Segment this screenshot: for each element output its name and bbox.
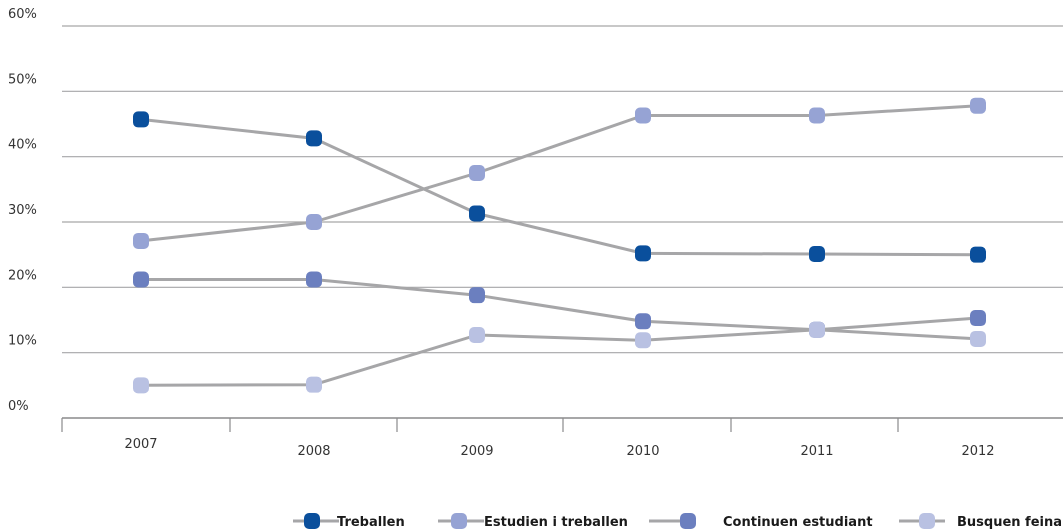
series-line-4 [140,328,979,387]
legend-label: Continuen estudiant [723,515,873,530]
data-point [635,332,651,349]
data-point [469,287,485,304]
legend-label: Busquen feina [957,515,1062,530]
series-group [133,97,986,394]
x-tick-label: 2012 [961,444,994,459]
series-line-3 [141,278,979,332]
data-point [133,232,149,249]
x-tick-label: 2010 [626,444,659,459]
data-point [133,111,149,128]
x-tick-label: 2008 [297,444,330,459]
data-point [809,246,825,263]
x-tick-label: 2009 [460,444,493,459]
data-point [970,246,986,263]
data-point [635,313,651,330]
data-point [133,377,149,394]
data-point [306,214,322,230]
data-point [970,330,986,347]
y-tick-label: 50% [8,72,37,87]
data-point [469,205,485,222]
series-line-2 [140,104,979,243]
legend: Treballen Estudien i treballen Continuen e… [293,513,1062,530]
legend-marker [680,513,696,529]
y-tick-label: 0% [8,399,29,414]
legend-marker [304,513,320,529]
data-point [469,327,485,344]
x-tick-label: 2007 [124,437,157,452]
data-point [635,107,651,124]
data-point [809,107,825,124]
y-tick-label: 40% [8,138,37,153]
axes: 0% 10% 20% 30% 40% 50% 60% 2007 2008 2009 2010 2011… [8,7,1063,459]
series-line-1 [140,117,979,257]
data-point [306,271,322,288]
data-point [306,130,322,147]
gridlines [62,25,1063,354]
y-tick-label: 60% [8,7,37,22]
y-tick-label: 20% [8,268,37,283]
legend-label: Estudien i treballen [484,515,628,530]
legend-marker [919,513,935,529]
legend-label: Treballen [337,515,405,530]
data-point [635,245,651,262]
y-tick-label: 10% [8,334,37,349]
data-point [306,376,322,393]
data-point [469,165,485,181]
y-tick-label: 30% [8,203,37,218]
data-point [809,321,825,338]
data-point [970,97,986,114]
x-tick-label: 2011 [800,444,833,459]
legend-marker [451,513,467,529]
data-point [133,271,149,288]
data-point [970,310,986,327]
